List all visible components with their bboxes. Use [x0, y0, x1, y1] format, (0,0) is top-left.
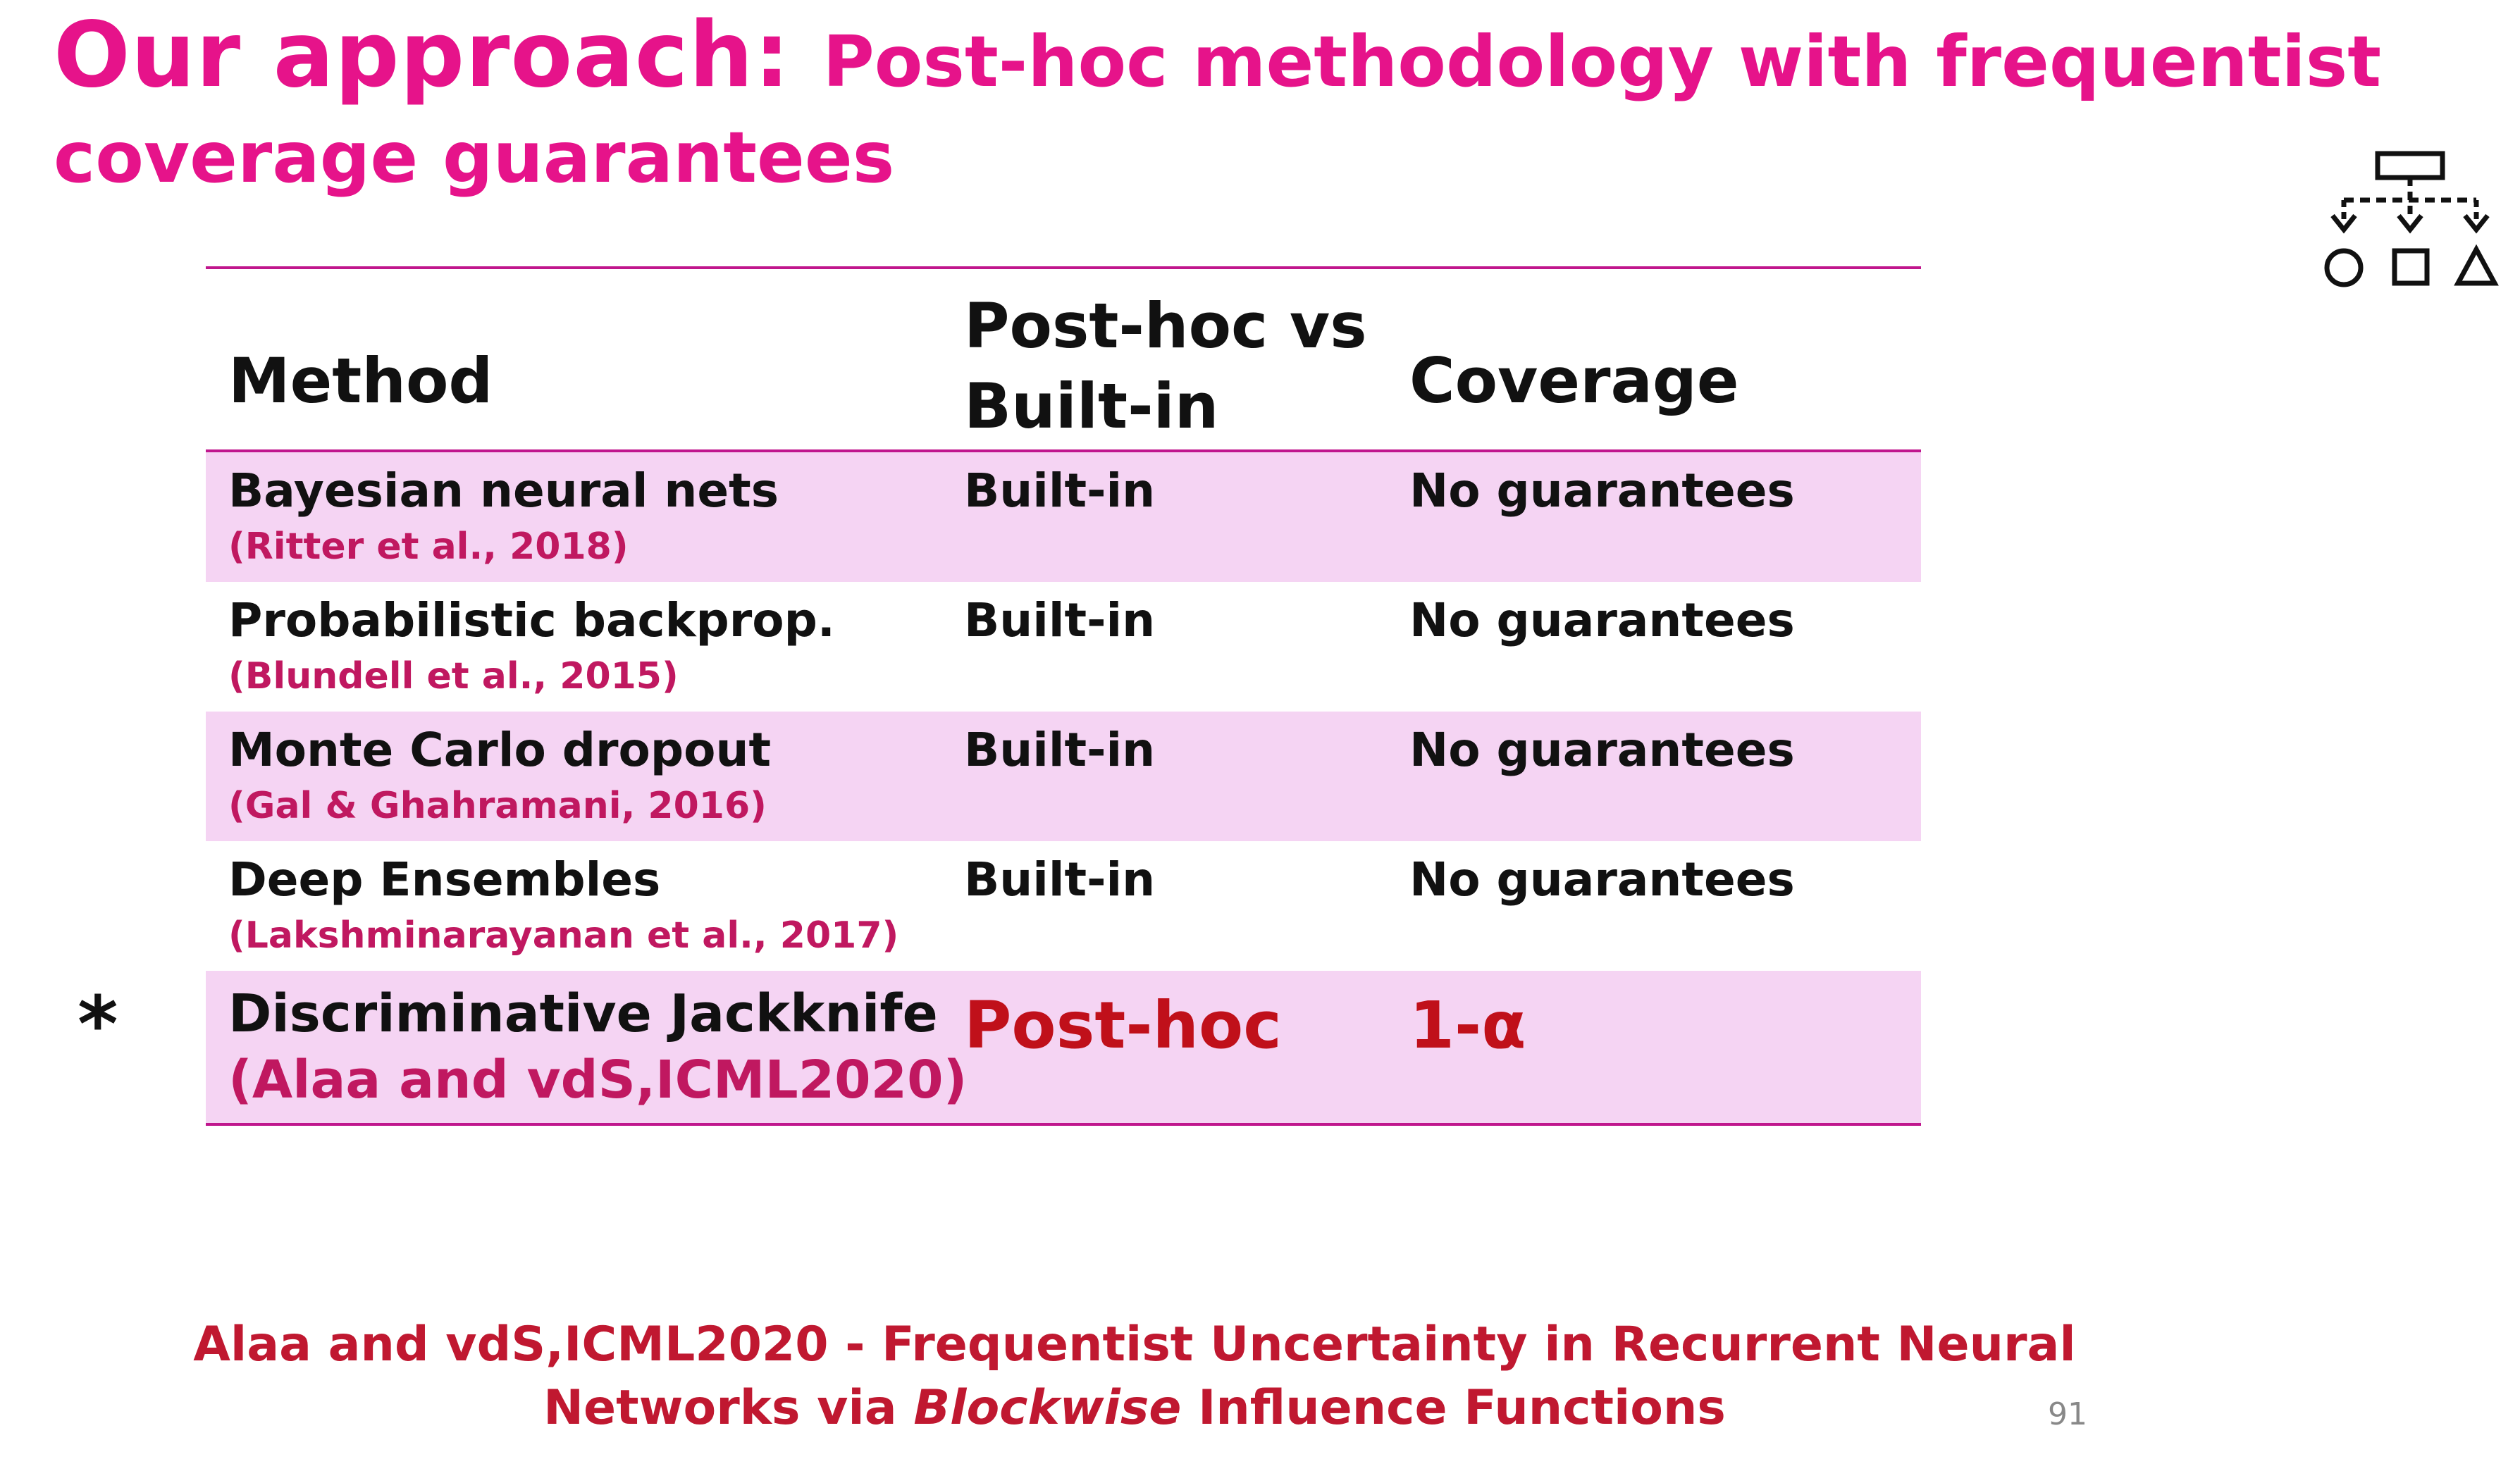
row-type: Built-in — [964, 464, 1156, 518]
title-main: Our approach: — [54, 3, 823, 108]
citation-title-part1: Frequentist Uncertainty in Recurrent Neu… — [882, 1317, 2076, 1372]
header-coverage: Coverage — [1409, 345, 1739, 417]
row-type: Built-in — [964, 593, 1156, 647]
header-bottom-rule — [206, 449, 1921, 452]
row-method: Monte Carlo dropout — [228, 723, 772, 777]
table-row: Probabilistic backprop. (Blundell et al.… — [206, 582, 1921, 712]
table-bottom-rule — [206, 1123, 1921, 1126]
row-method: Bayesian neural nets — [228, 464, 779, 518]
row-coverage: No guarantees — [1409, 593, 1795, 647]
header-posthoc-line2: Built-in — [964, 370, 1219, 442]
citation-title-part2: Networks via — [543, 1380, 914, 1436]
header-posthoc-line1: Post-hoc vs — [964, 290, 1367, 362]
row-method: Deep Ensembles — [228, 852, 661, 907]
row-method: Discriminative Jackknife — [228, 983, 938, 1044]
table-top-rule — [206, 266, 1921, 269]
table-row: Bayesian neural nets (Ritter et al., 201… — [206, 452, 1921, 582]
slide-title: Our approach: Post-hoc methodology with … — [54, 3, 2381, 207]
row-reference: (Alaa and vdS,ICML2020) — [228, 1050, 968, 1110]
row-type: Post-hoc — [964, 988, 1282, 1063]
title-sub-line1: Post-hoc methodology with frequentist — [822, 20, 2382, 103]
row-method: Probabilistic backprop. — [228, 593, 835, 647]
table-row: Monte Carlo dropout (Gal & Ghahramani, 2… — [206, 712, 1921, 841]
citation-title-em: Blockwise — [913, 1380, 1182, 1436]
header-method: Method — [228, 345, 493, 417]
row-coverage: No guarantees — [1409, 723, 1795, 777]
row-reference: (Blundell et al., 2015) — [228, 655, 679, 697]
highlight-marker: * — [78, 979, 118, 1069]
citation-authors: Alaa and vdS,ICML2020 - — [193, 1317, 882, 1372]
row-reference: (Ritter et al., 2018) — [228, 526, 629, 568]
page-number: 91 — [2048, 1396, 2087, 1432]
table-row-highlight: Discriminative Jackknife (Alaa and vdS,I… — [206, 971, 1921, 1123]
row-reference: (Gal & Ghahramani, 2016) — [228, 785, 767, 827]
flowchart-icon — [2324, 151, 2499, 287]
row-type: Built-in — [964, 723, 1156, 777]
title-sub-line2: coverage guarantees — [54, 116, 895, 199]
row-coverage: No guarantees — [1409, 852, 1795, 907]
citation: Alaa and vdS,ICML2020 - Frequentist Unce… — [141, 1313, 2128, 1440]
row-coverage: 1-α — [1409, 988, 1526, 1063]
row-coverage: No guarantees — [1409, 464, 1795, 518]
table-header: Method Post-hoc vs Built-in Coverage — [206, 271, 1921, 454]
row-reference: (Lakshminarayanan et al., 2017) — [228, 914, 899, 957]
citation-title-part3: Influence Functions — [1181, 1380, 1726, 1436]
row-type: Built-in — [964, 852, 1156, 907]
table-row: Deep Ensembles (Lakshminarayanan et al.,… — [206, 841, 1921, 971]
